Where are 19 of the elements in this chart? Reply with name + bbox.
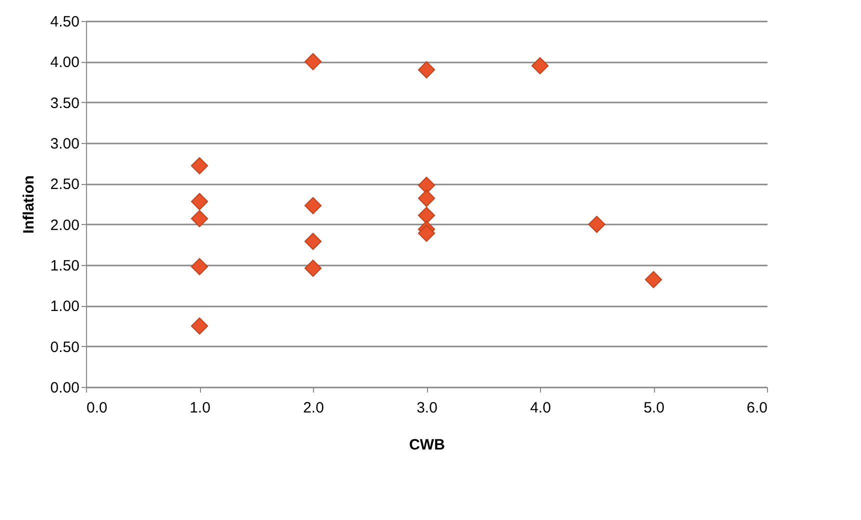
x-tick-label: 0.0 — [86, 400, 108, 416]
y-tick-label: 0.50 — [50, 338, 80, 356]
y-tick-label: 1.00 — [50, 298, 80, 316]
x-axis-title: CWB — [409, 436, 446, 454]
x-tick-label: 4.0 — [530, 400, 551, 416]
x-tick-label: 6.0 — [746, 400, 768, 416]
x-tick-label: 2.0 — [303, 400, 324, 416]
y-tick-label: 2.00 — [50, 216, 80, 234]
y-tick-label: 0.00 — [50, 380, 80, 396]
x-tick-label: 5.0 — [644, 400, 664, 416]
y-tick-label: 4.50 — [50, 14, 80, 30]
y-axis-title: Inflation — [20, 175, 38, 234]
x-tick-label: 3.0 — [416, 400, 438, 416]
y-tick-label: 2.50 — [50, 176, 80, 194]
y-tick-label: 1.50 — [50, 258, 80, 274]
y-tick-label: 3.50 — [50, 94, 80, 112]
y-tick-label: 3.00 — [50, 136, 80, 152]
y-tick-label: 4.00 — [50, 54, 80, 72]
x-tick-label: 1.0 — [190, 400, 210, 416]
